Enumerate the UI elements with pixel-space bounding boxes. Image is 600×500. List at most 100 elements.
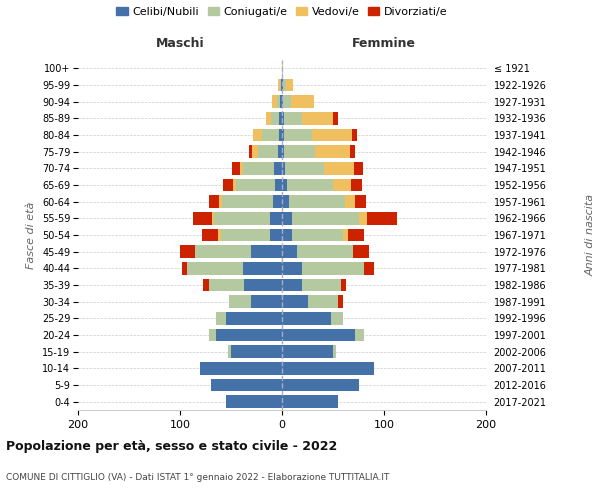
- Bar: [223, 179, 233, 192]
- Bar: [359, 212, 367, 224]
- Bar: [341, 279, 346, 291]
- Bar: [274, 162, 282, 174]
- Bar: [182, 262, 187, 274]
- Bar: [292, 212, 359, 224]
- Bar: [282, 362, 374, 374]
- Bar: [282, 62, 283, 74]
- Bar: [283, 96, 291, 108]
- Bar: [266, 112, 271, 124]
- Bar: [355, 196, 365, 208]
- Bar: [282, 112, 284, 124]
- Bar: [200, 362, 282, 374]
- Bar: [180, 246, 196, 258]
- Bar: [333, 179, 352, 192]
- Bar: [367, 212, 397, 224]
- Bar: [355, 329, 364, 341]
- Bar: [270, 212, 282, 224]
- Bar: [302, 112, 333, 124]
- Bar: [291, 96, 314, 108]
- Bar: [270, 229, 282, 241]
- Bar: [228, 346, 231, 358]
- Bar: [282, 129, 284, 141]
- Bar: [285, 162, 324, 174]
- Bar: [292, 229, 343, 241]
- Bar: [209, 329, 216, 341]
- Bar: [282, 229, 292, 241]
- Bar: [271, 112, 279, 124]
- Bar: [282, 379, 359, 391]
- Bar: [349, 229, 364, 241]
- Bar: [287, 179, 333, 192]
- Bar: [333, 346, 336, 358]
- Bar: [275, 179, 282, 192]
- Bar: [355, 162, 362, 174]
- Bar: [279, 129, 282, 141]
- Bar: [284, 112, 302, 124]
- Bar: [350, 146, 355, 158]
- Bar: [282, 346, 333, 358]
- Bar: [272, 96, 277, 108]
- Text: COMUNE DI CITTIGLIO (VA) - Dati ISTAT 1° gennaio 2022 - Elaborazione TUTTITALIA.: COMUNE DI CITTIGLIO (VA) - Dati ISTAT 1°…: [6, 473, 389, 482]
- Bar: [226, 312, 282, 324]
- Bar: [251, 296, 282, 308]
- Bar: [282, 212, 292, 224]
- Bar: [298, 246, 353, 258]
- Bar: [289, 196, 345, 208]
- Text: Maschi: Maschi: [155, 37, 205, 50]
- Bar: [286, 79, 293, 92]
- Bar: [282, 79, 283, 92]
- Bar: [277, 96, 280, 108]
- Bar: [216, 312, 226, 324]
- Bar: [282, 329, 355, 341]
- Bar: [282, 196, 289, 208]
- Bar: [282, 146, 284, 158]
- Bar: [352, 129, 358, 141]
- Bar: [279, 112, 282, 124]
- Bar: [222, 196, 273, 208]
- Bar: [282, 96, 283, 108]
- Bar: [214, 212, 270, 224]
- Bar: [232, 162, 240, 174]
- Bar: [236, 179, 275, 192]
- Bar: [278, 79, 280, 92]
- Bar: [209, 196, 219, 208]
- Bar: [283, 79, 286, 92]
- Bar: [193, 212, 212, 224]
- Bar: [345, 196, 355, 208]
- Bar: [282, 279, 302, 291]
- Bar: [282, 312, 331, 324]
- Bar: [343, 229, 349, 241]
- Bar: [284, 129, 311, 141]
- Bar: [233, 179, 236, 192]
- Text: Popolazione per età, sesso e stato civile - 2022: Popolazione per età, sesso e stato civil…: [6, 440, 337, 453]
- Legend: Celibi/Nubili, Coniugati/e, Vedovi/e, Divorziati/e: Celibi/Nubili, Coniugati/e, Vedovi/e, Di…: [112, 2, 452, 22]
- Bar: [284, 146, 314, 158]
- Bar: [308, 296, 338, 308]
- Bar: [302, 279, 341, 291]
- Bar: [353, 246, 369, 258]
- Bar: [331, 312, 343, 324]
- Bar: [338, 296, 343, 308]
- Bar: [278, 146, 282, 158]
- Text: Femmine: Femmine: [352, 37, 416, 50]
- Bar: [282, 179, 287, 192]
- Bar: [251, 246, 282, 258]
- Bar: [231, 346, 282, 358]
- Bar: [196, 246, 251, 258]
- Bar: [218, 229, 221, 241]
- Bar: [282, 162, 285, 174]
- Bar: [209, 279, 244, 291]
- Bar: [243, 262, 282, 274]
- Bar: [324, 162, 355, 174]
- Bar: [250, 146, 253, 158]
- Bar: [280, 96, 282, 108]
- Bar: [202, 229, 218, 241]
- Bar: [282, 246, 298, 258]
- Bar: [314, 146, 350, 158]
- Bar: [364, 262, 374, 274]
- Bar: [280, 79, 281, 92]
- Bar: [311, 129, 352, 141]
- Y-axis label: Anni di nascita: Anni di nascita: [586, 194, 596, 276]
- Bar: [219, 196, 222, 208]
- Bar: [211, 379, 282, 391]
